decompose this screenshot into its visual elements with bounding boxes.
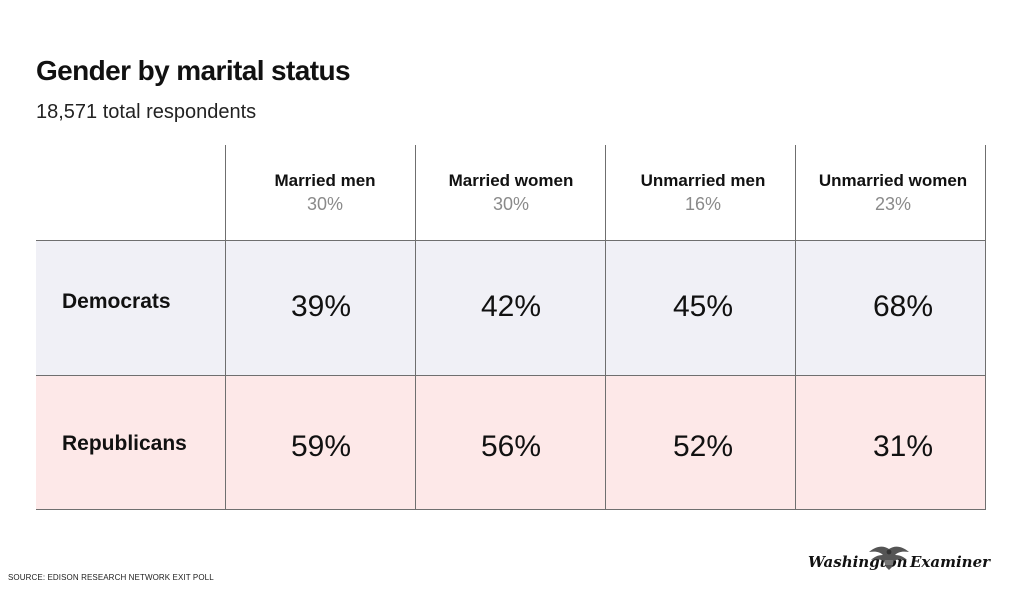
column-name: Married men bbox=[274, 171, 376, 190]
row-label-democrats: Democrats bbox=[62, 290, 171, 313]
column-header-unmarried-men: Unmarried men 16% bbox=[608, 170, 798, 216]
column-divider-2 bbox=[415, 145, 416, 510]
cell-republicans-married-women: 56% bbox=[480, 430, 542, 463]
column-name: Unmarried women bbox=[818, 171, 968, 190]
column-header-married-women: Married women 30% bbox=[416, 170, 606, 216]
column-name: Unmarried men bbox=[640, 171, 766, 190]
chart-title: Gender by marital status bbox=[36, 55, 351, 86]
cell-democrats-unmarried-women: 68% bbox=[872, 290, 934, 323]
column-divider-5 bbox=[985, 145, 986, 510]
column-header-married-men: Married men 30% bbox=[230, 170, 420, 216]
cell-republicans-unmarried-women: 31% bbox=[872, 430, 934, 463]
table-bottom-line bbox=[36, 509, 986, 510]
column-share: 30% bbox=[492, 194, 530, 214]
column-share: 30% bbox=[306, 194, 344, 214]
chart-subtitle: 18,571 total respondents bbox=[36, 101, 257, 123]
column-share: 23% bbox=[874, 194, 912, 214]
column-divider-3 bbox=[605, 145, 606, 510]
cell-republicans-unmarried-men: 52% bbox=[672, 430, 734, 463]
column-divider-1 bbox=[225, 145, 226, 510]
source-note: SOURCE: EDISON RESEARCH NETWORK EXIT POL… bbox=[8, 573, 214, 582]
header-divider-line bbox=[36, 240, 986, 241]
cell-democrats-unmarried-men: 45% bbox=[672, 290, 734, 323]
cell-democrats-married-women: 42% bbox=[480, 290, 542, 323]
cell-republicans-married-men: 59% bbox=[290, 430, 352, 463]
column-header-unmarried-women: Unmarried women 23% bbox=[798, 170, 988, 216]
eagle-icon bbox=[869, 546, 909, 570]
row-label-republicans: Republicans bbox=[62, 432, 187, 455]
row-divider-line bbox=[36, 375, 986, 376]
republicans-row-background bbox=[36, 375, 986, 510]
democrats-row-background bbox=[36, 240, 986, 375]
column-share: 16% bbox=[684, 194, 722, 214]
column-name: Married women bbox=[448, 171, 574, 190]
logo-wordmark-part2: Examiner bbox=[910, 553, 991, 571]
cell-democrats-married-men: 39% bbox=[290, 290, 352, 323]
column-divider-4 bbox=[795, 145, 796, 510]
washington-examiner-logo: Washington Examiner bbox=[806, 543, 990, 577]
